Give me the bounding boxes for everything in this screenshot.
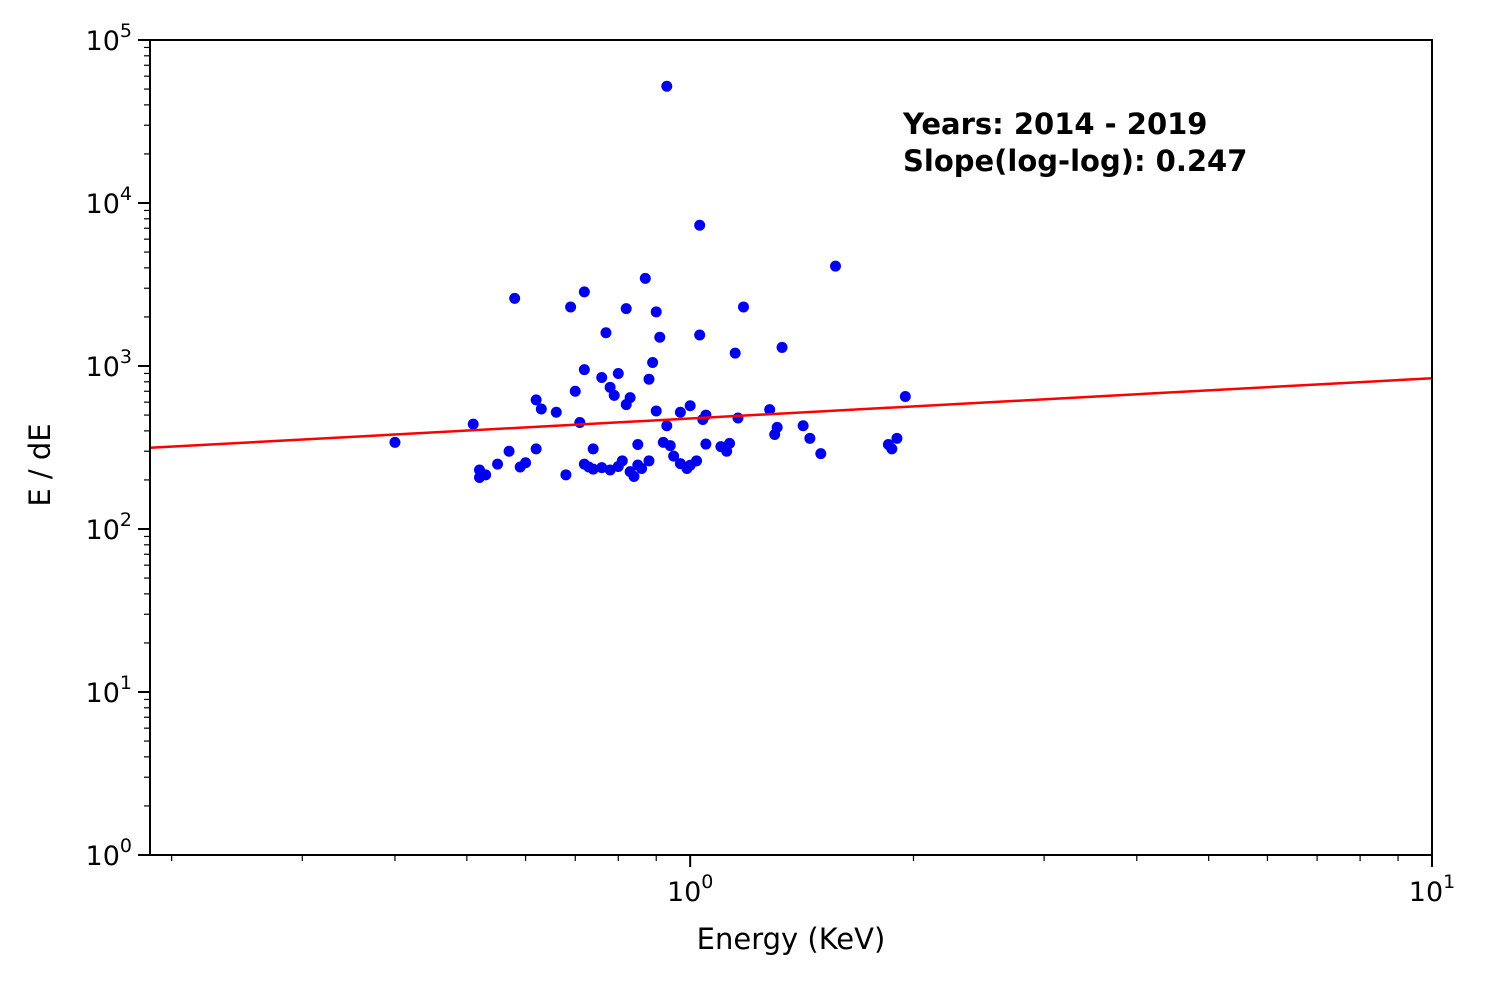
data-point [654, 331, 666, 343]
data-point [650, 405, 662, 417]
data-point [608, 389, 620, 401]
data-point [587, 443, 599, 455]
annotation-years: Years: 2014 - 2019 [903, 107, 1208, 141]
data-point [650, 306, 662, 318]
data-point [815, 448, 827, 460]
data-point [578, 364, 590, 376]
data-point [503, 445, 515, 457]
data-point [899, 390, 911, 402]
data-point [729, 347, 741, 359]
data-point [661, 80, 673, 92]
data-point [560, 469, 572, 481]
fit-line [149, 377, 1433, 450]
data-point [737, 301, 749, 313]
data-point [697, 413, 709, 425]
data-point [574, 417, 586, 429]
data-point [628, 470, 640, 482]
data-point [668, 450, 680, 462]
data-point [520, 457, 532, 469]
data-point [616, 455, 628, 467]
data-point [639, 272, 651, 284]
y-axis-label: E / dE [23, 423, 57, 507]
data-point [647, 357, 659, 369]
data-point [721, 445, 733, 457]
data-point [535, 403, 547, 415]
data-point [632, 438, 644, 450]
y-tick-label: 103 [86, 346, 132, 383]
data-point [530, 394, 542, 406]
data-point [550, 406, 562, 418]
data-point [530, 443, 542, 455]
data-point [636, 463, 648, 475]
data-point [578, 286, 590, 298]
data-point [684, 400, 696, 412]
data-point [769, 428, 781, 440]
x-axis-major-ticks: 100 101 [667, 855, 1455, 908]
data-point [600, 327, 612, 339]
data-point [596, 462, 608, 474]
data-point [620, 399, 632, 411]
y-tick-label: 100 [86, 835, 132, 872]
plot-border [149, 39, 1433, 856]
data-point [764, 404, 776, 416]
data-point [797, 420, 809, 432]
data-point [643, 373, 655, 385]
data-point [674, 406, 686, 418]
y-tick-label: 105 [86, 20, 132, 57]
data-point [804, 432, 816, 444]
data-point [612, 367, 624, 379]
data-point [664, 440, 676, 452]
data-point [829, 260, 841, 272]
data-point [643, 455, 655, 467]
data-point [587, 463, 599, 475]
annotation-block: Years: 2014 - 2019 Slope(log-log): 0.247 [903, 106, 1247, 180]
data-point [569, 385, 581, 397]
data-point [661, 420, 673, 432]
x-tick-label: 101 [1409, 871, 1455, 908]
data-point [694, 219, 706, 231]
data-point [732, 412, 744, 424]
data-point [620, 303, 632, 315]
y-axis-major-ticks: 100 101 102 103 104 105 [86, 20, 150, 872]
y-tick-label: 102 [86, 509, 132, 546]
data-point [389, 436, 401, 448]
annotation-slope: Slope(log-log): 0.247 [903, 144, 1248, 178]
data-points [389, 80, 911, 483]
data-point [565, 301, 577, 313]
y-tick-label: 104 [86, 183, 132, 220]
data-point [509, 292, 521, 304]
data-point [467, 418, 479, 430]
data-point [492, 458, 504, 470]
x-axis-label: Energy (KeV) [696, 922, 886, 956]
y-axis-minor-ticks [144, 46, 150, 807]
data-point [473, 471, 485, 483]
data-point [596, 372, 608, 384]
data-point [776, 341, 788, 353]
x-tick-label: 100 [667, 871, 713, 908]
y-tick-label: 101 [86, 672, 132, 709]
data-point [604, 381, 616, 393]
data-point [700, 438, 712, 450]
data-point [886, 443, 898, 455]
data-point [691, 455, 703, 467]
data-point [891, 432, 903, 444]
data-point [694, 329, 706, 341]
